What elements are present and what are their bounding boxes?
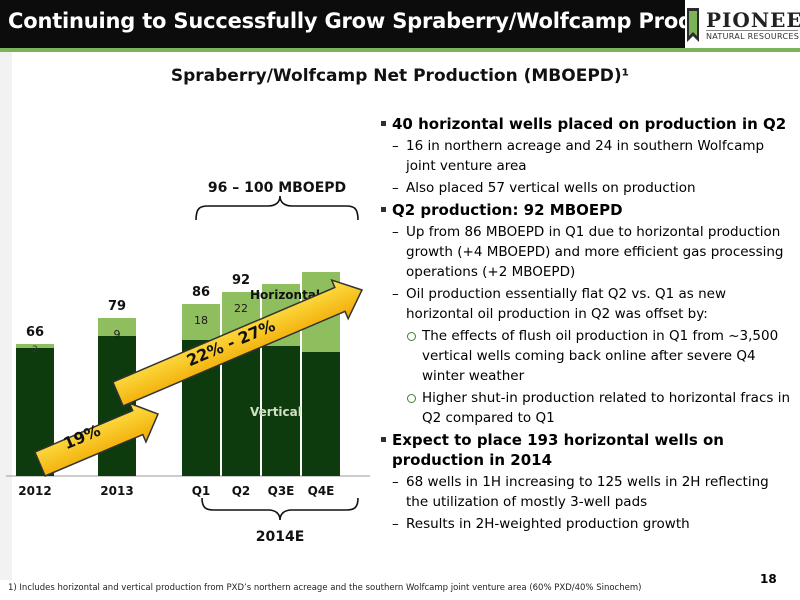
bullet-level2: –68 wells in 1H increasing to 125 wells …: [380, 472, 790, 512]
dash-bullet-icon: –: [392, 516, 399, 532]
dash-bullet-icon: –: [392, 474, 399, 490]
bar-vertical-q3e: [262, 346, 300, 476]
square-bullet-icon: [381, 121, 386, 126]
x-tick-label: 2013: [100, 484, 133, 498]
bullet-text: Higher shut-in production related to hor…: [422, 390, 791, 426]
bar-segment-label: 2: [32, 345, 38, 355]
left-margin-band: [0, 52, 12, 580]
x-tick-label: Q1: [192, 484, 211, 498]
bullet-text: Results in 2H-weighted production growth: [406, 516, 690, 532]
production-chart-svg: 2012 66 2 2013 79 9 Q1 86 18 Q2 92 22 Q3E Q4E Horizont…: [6, 180, 370, 545]
bar-horizontal-2013: [98, 318, 136, 336]
bar-vertical-2013: [98, 336, 136, 476]
growth-arrow-small-shape: [33, 401, 160, 477]
bullet-level2: – Oil production essentially flat Q2 vs. …: [380, 284, 790, 324]
dash-bullet-icon: –: [392, 286, 399, 302]
group-label: 2014E: [256, 529, 305, 545]
bullet-level2: – Also placed 57 vertical wells on produc…: [380, 178, 790, 198]
square-bullet-icon: [381, 437, 386, 442]
square-bullet-icon: [381, 207, 386, 212]
bullet-text: 68 wells in 1H increasing to 125 wells i…: [406, 474, 769, 510]
bar-total-label: 79: [108, 299, 126, 314]
slide-title: Continuing to Successfully Grow Spraberr…: [8, 9, 766, 33]
bullet-text: 40 horizontal wells placed on production…: [392, 115, 787, 133]
bullet-text: Q2 production: 92 MBOEPD: [392, 201, 623, 219]
bullet-level2: – Up from 86 MBOEPD in Q1 due to horizont…: [380, 222, 790, 282]
bullet-level1: Expect to place 193 horizontal wells on …: [380, 430, 790, 470]
range-bracket: [195, 195, 359, 221]
x-tick-label: Q2: [232, 484, 251, 498]
circle-bullet-icon: [407, 332, 416, 341]
bullet-level1: 40 horizontal wells placed on production…: [380, 114, 790, 134]
bullet-text: Up from 86 MBOEPD in Q1 due to horizonta…: [406, 224, 784, 280]
dash-bullet-icon: –: [392, 224, 399, 240]
circle-bullet-icon: [407, 394, 416, 403]
bullet-text: Also placed 57 vertical wells on product…: [406, 180, 696, 196]
bar-segment-label: 9: [114, 328, 121, 341]
series-label-horizontal: Horizontal: [250, 288, 320, 302]
header-divider: [0, 48, 800, 52]
bar-total-label: 92: [232, 273, 250, 288]
header-bar: Continuing to Successfully Grow Spraberr…: [0, 0, 766, 48]
bar-segment-label: 22: [234, 302, 248, 315]
bullet-level2: –16 in northern acreage and 24 in southe…: [380, 136, 790, 176]
logo-name: PIONEER: [706, 8, 800, 32]
growth-arrow-large: [111, 278, 364, 407]
x-tick-label: Q3E: [268, 484, 295, 498]
logo-subtitle: NATURAL RESOURCES: [706, 32, 800, 41]
x-tick-label: 2012: [18, 484, 51, 498]
production-chart: 2012 66 2 2013 79 9 Q1 86 18 Q2 92 22 Q3E Q4E Horizont…: [0, 160, 380, 580]
pioneer-logo: PIONEER NATURAL RESOURCES: [686, 0, 800, 48]
logo-mark-icon: [686, 6, 700, 44]
bar-total-label: 86: [192, 285, 210, 300]
bullet-text: Expect to place 193 horizontal wells on …: [392, 431, 724, 469]
bullet-level3: Higher shut-in production related to hor…: [380, 388, 790, 428]
growth-arrow-small: [33, 401, 160, 477]
footnote: 1) Includes horizontal and vertical prod…: [8, 583, 642, 593]
bullet-list: 40 horizontal wells placed on production…: [380, 112, 790, 534]
bar-total-label: 66: [26, 325, 44, 340]
bullet-text: 16 in northern acreage and 24 in souther…: [406, 138, 765, 174]
group-bracket: [201, 497, 359, 521]
x-tick-label: Q4E: [308, 484, 335, 498]
growth-arrow-large-shape: [111, 278, 364, 407]
bullet-level3: The effects of flush oil production in Q…: [380, 326, 790, 386]
bullet-text: The effects of flush oil production in Q…: [422, 328, 779, 384]
dash-bullet-icon: –: [392, 138, 399, 154]
dash-bullet-icon: –: [392, 180, 399, 196]
chart-title: Spraberry/Wolfcamp Net Production (MBOEP…: [170, 66, 630, 86]
range-label: 96 – 100 MBOEPD: [208, 180, 346, 196]
bullet-level2: – Results in 2H-weighted production growt…: [380, 514, 790, 534]
bar-horizontal-q1: [182, 304, 220, 340]
bar-segment-label: 18: [194, 314, 208, 327]
page-number: 18: [760, 572, 777, 586]
bullet-level1: Q2 production: 92 MBOEPD: [380, 200, 790, 220]
series-label-vertical: Vertical: [250, 405, 302, 419]
bullet-text: Oil production essentially flat Q2 vs. Q…: [406, 286, 727, 322]
labels-layer: 2012 66 2 2013 79 9 Q1 86 18 Q2 92 22 Q3E Q4E Horizont…: [18, 273, 334, 498]
bar-horizontal-2012: [16, 344, 54, 348]
logo-divider: [706, 30, 798, 31]
bar-vertical-q4e: [302, 352, 340, 476]
